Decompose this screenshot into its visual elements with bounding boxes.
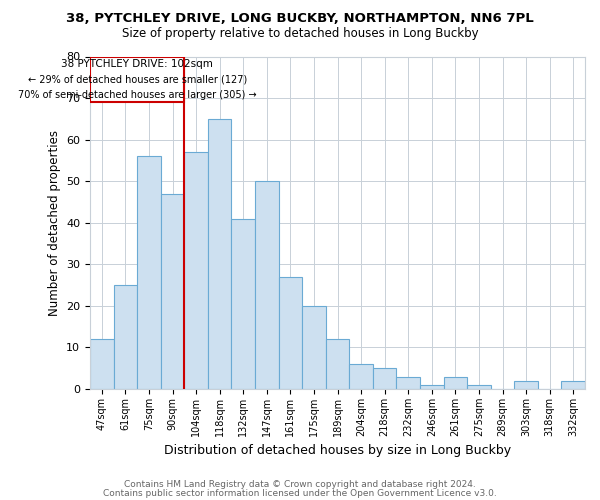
Text: ← 29% of detached houses are smaller (127): ← 29% of detached houses are smaller (12… <box>28 74 247 85</box>
Bar <box>467 385 491 389</box>
Bar <box>90 56 184 102</box>
Text: 38 PYTCHLEY DRIVE: 102sqm: 38 PYTCHLEY DRIVE: 102sqm <box>61 59 213 69</box>
Bar <box>232 218 255 389</box>
Bar <box>397 376 420 389</box>
Bar <box>373 368 397 389</box>
Bar <box>208 119 232 389</box>
Bar <box>302 306 326 389</box>
Bar <box>161 194 184 389</box>
Bar <box>326 339 349 389</box>
Y-axis label: Number of detached properties: Number of detached properties <box>47 130 61 316</box>
Bar <box>184 152 208 389</box>
Bar <box>514 380 538 389</box>
Text: Contains public sector information licensed under the Open Government Licence v3: Contains public sector information licen… <box>103 490 497 498</box>
Text: Size of property relative to detached houses in Long Buckby: Size of property relative to detached ho… <box>122 28 478 40</box>
Bar <box>137 156 161 389</box>
Bar <box>113 285 137 389</box>
Bar <box>443 376 467 389</box>
Bar <box>562 380 585 389</box>
Bar <box>420 385 443 389</box>
Bar <box>255 181 278 389</box>
Text: 70% of semi-detached houses are larger (305) →: 70% of semi-detached houses are larger (… <box>18 90 256 100</box>
Text: Contains HM Land Registry data © Crown copyright and database right 2024.: Contains HM Land Registry data © Crown c… <box>124 480 476 489</box>
Bar <box>349 364 373 389</box>
Text: 38, PYTCHLEY DRIVE, LONG BUCKBY, NORTHAMPTON, NN6 7PL: 38, PYTCHLEY DRIVE, LONG BUCKBY, NORTHAM… <box>66 12 534 26</box>
Bar <box>90 339 113 389</box>
Bar <box>278 277 302 389</box>
X-axis label: Distribution of detached houses by size in Long Buckby: Distribution of detached houses by size … <box>164 444 511 458</box>
